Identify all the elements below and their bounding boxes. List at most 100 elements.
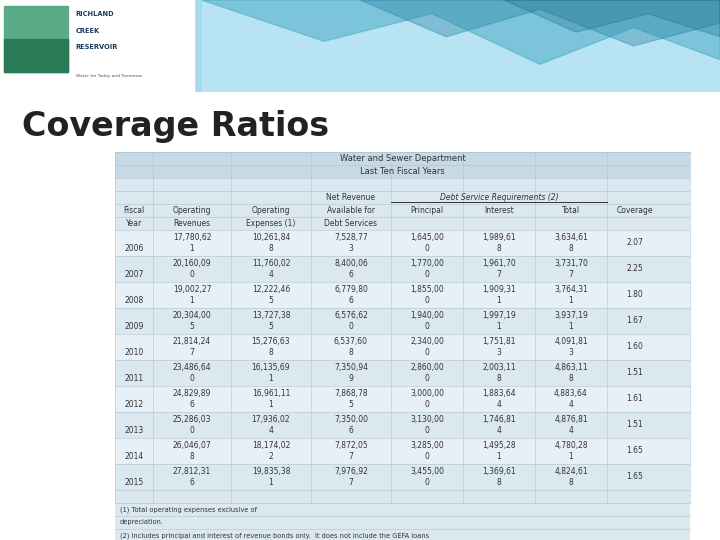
Text: 2012: 2012: [125, 400, 143, 409]
Text: 26,046,07: 26,046,07: [173, 441, 212, 450]
Text: 15,276,63: 15,276,63: [252, 337, 290, 346]
Text: Fiscal: Fiscal: [123, 206, 145, 215]
Text: 1.65: 1.65: [626, 472, 643, 482]
Text: 1,645,00: 1,645,00: [410, 233, 444, 242]
Text: 3: 3: [348, 244, 354, 253]
Text: Water for Today and Tomorrow: Water for Today and Tomorrow: [76, 74, 142, 78]
Text: 0: 0: [425, 348, 429, 357]
Text: 8: 8: [497, 244, 501, 253]
Text: 7: 7: [348, 478, 354, 487]
Text: 7,976,92: 7,976,92: [334, 467, 368, 476]
Text: Operating: Operating: [173, 206, 211, 215]
Text: 0: 0: [425, 322, 429, 331]
Text: 1.61: 1.61: [626, 394, 643, 403]
Bar: [115, 217, 690, 230]
Text: Water and Sewer Department: Water and Sewer Department: [340, 154, 465, 163]
Text: 1: 1: [497, 322, 501, 331]
Text: 1,989,61: 1,989,61: [482, 233, 516, 242]
Text: 4: 4: [269, 270, 274, 279]
Text: Coverage Ratios: Coverage Ratios: [22, 110, 329, 143]
Text: 1: 1: [269, 400, 274, 409]
Text: (1) Total operating expenses exclusive of: (1) Total operating expenses exclusive o…: [120, 506, 257, 513]
Text: 8: 8: [269, 244, 274, 253]
Text: 1,909,31: 1,909,31: [482, 285, 516, 294]
Text: 3,130,00: 3,130,00: [410, 415, 444, 424]
Text: 0: 0: [425, 296, 429, 305]
Bar: [115, 516, 690, 529]
Text: depreciation.: depreciation.: [120, 519, 164, 525]
Text: 3,285,00: 3,285,00: [410, 441, 444, 450]
Text: 7,872,05: 7,872,05: [334, 441, 368, 450]
Text: 2011: 2011: [125, 374, 143, 383]
Text: 6,537,60: 6,537,60: [334, 337, 368, 346]
Bar: [4, 5, 68, 72]
Text: 2,860,00: 2,860,00: [410, 363, 444, 372]
Text: Net Revenue: Net Revenue: [326, 193, 376, 202]
Text: 6: 6: [348, 426, 354, 435]
Text: 10,261,84: 10,261,84: [252, 233, 290, 242]
Text: Available for: Available for: [327, 206, 375, 215]
Text: 4: 4: [497, 426, 501, 435]
Text: 4: 4: [569, 426, 573, 435]
Text: 3: 3: [569, 348, 573, 357]
Bar: [115, 204, 690, 217]
Text: 12,222,46: 12,222,46: [252, 285, 290, 294]
Text: 8: 8: [497, 478, 501, 487]
Text: 0: 0: [189, 426, 194, 435]
Text: 1.51: 1.51: [626, 421, 643, 429]
Text: 19,002,27: 19,002,27: [173, 285, 211, 294]
Text: 1: 1: [497, 452, 501, 461]
Text: 7,350,00: 7,350,00: [334, 415, 368, 424]
Text: 3,731,70: 3,731,70: [554, 259, 588, 268]
Text: 6: 6: [189, 400, 194, 409]
Polygon shape: [360, 0, 720, 46]
Text: 3,455,00: 3,455,00: [410, 467, 444, 476]
Text: 17,780,62: 17,780,62: [173, 233, 211, 242]
Text: 4,091,81: 4,091,81: [554, 337, 588, 346]
Text: 8: 8: [497, 374, 501, 383]
Text: 25,286,03: 25,286,03: [173, 415, 211, 424]
Text: 20,304,00: 20,304,00: [173, 311, 212, 320]
Text: Revenues: Revenues: [174, 219, 210, 228]
Text: 19,835,38: 19,835,38: [252, 467, 290, 476]
Text: RESERVOIR: RESERVOIR: [76, 44, 118, 50]
Text: 2: 2: [269, 452, 274, 461]
Text: Total: Total: [562, 206, 580, 215]
Text: 8,400,06: 8,400,06: [334, 259, 368, 268]
Text: 6: 6: [348, 270, 354, 279]
Text: 1: 1: [189, 244, 194, 253]
Text: 18,174,02: 18,174,02: [252, 441, 290, 450]
Text: 1,495,28: 1,495,28: [482, 441, 516, 450]
Text: 0: 0: [425, 374, 429, 383]
Polygon shape: [202, 0, 720, 64]
Text: 3,634,61: 3,634,61: [554, 233, 588, 242]
Text: 20,160,09: 20,160,09: [173, 259, 211, 268]
Text: 8: 8: [569, 478, 573, 487]
Text: 4: 4: [497, 400, 501, 409]
Text: 7: 7: [497, 270, 501, 279]
Text: Operating: Operating: [252, 206, 290, 215]
Text: 3,000,00: 3,000,00: [410, 389, 444, 398]
Text: 24,829,89: 24,829,89: [173, 389, 211, 398]
Bar: [115, 230, 690, 256]
Text: Principal: Principal: [410, 206, 444, 215]
Bar: [115, 386, 690, 412]
Text: 7: 7: [348, 452, 354, 461]
Text: 2013: 2013: [125, 426, 143, 435]
Text: 0: 0: [348, 322, 354, 331]
Text: 0: 0: [425, 270, 429, 279]
Text: 1,746,81: 1,746,81: [482, 415, 516, 424]
Text: 1: 1: [269, 374, 274, 383]
Bar: [115, 152, 690, 165]
Bar: [115, 438, 690, 464]
Text: 2006: 2006: [125, 244, 144, 253]
Text: 13,727,38: 13,727,38: [252, 311, 290, 320]
Text: 2,340,00: 2,340,00: [410, 337, 444, 346]
Text: 21,814,24: 21,814,24: [173, 337, 211, 346]
Text: 0: 0: [425, 400, 429, 409]
Text: 0: 0: [425, 478, 429, 487]
Text: 0: 0: [425, 426, 429, 435]
Bar: [0, 0, 194, 92]
Bar: [115, 464, 690, 490]
Text: 1,940,00: 1,940,00: [410, 311, 444, 320]
